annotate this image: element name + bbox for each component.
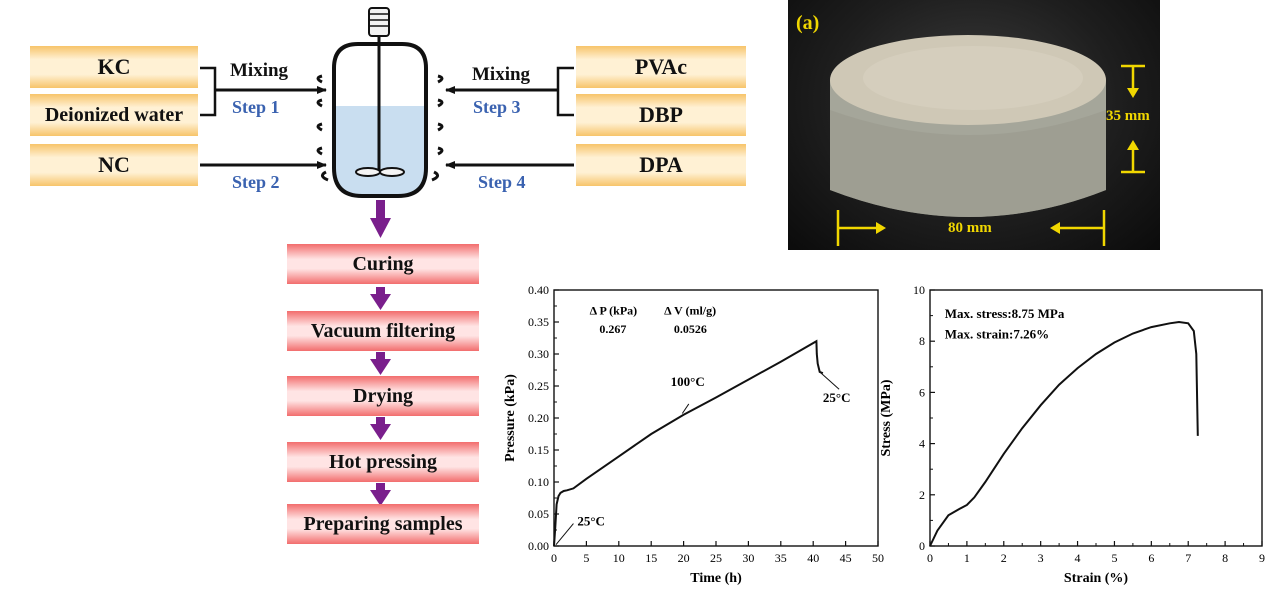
- input-pvac: PVAc: [576, 46, 746, 88]
- inset-header-dv: Δ V (ml/g): [664, 303, 716, 317]
- panel-label-a: (a): [796, 12, 820, 34]
- stage-preparing-samples-label: Preparing samples: [303, 512, 463, 535]
- mixing-label-left: Mixing: [230, 60, 289, 81]
- height-dimension-label: 35 mm: [1106, 108, 1150, 124]
- right-bracket: [556, 66, 574, 117]
- step2-label: Step 2: [232, 172, 280, 192]
- y-tick-label: 0.30: [528, 347, 549, 361]
- step3-label: Step 3: [473, 97, 521, 117]
- y-axis-label: Pressure (kPa): [503, 374, 518, 462]
- stage-vacuum-filtering: Vacuum filtering: [287, 311, 479, 351]
- x-tick-label: 8: [1222, 551, 1228, 565]
- pressure-chart: 0 5 10 15 20 25 30 35 40 45 50 0.00 0.05 0.10 0.15 0.20…: [503, 283, 884, 586]
- stress-chart: 0 1 2 3 4 5 6 7 8 9 0 2 4 6 8 10 Strain (%) Stress (MPa) M…: [880, 283, 1265, 586]
- stage-hot-pressing-label: Hot pressing: [329, 450, 437, 473]
- input-kc: KC: [30, 46, 198, 88]
- x-tick-label: 6: [1148, 551, 1154, 565]
- y-tick-label: 0.25: [528, 379, 549, 393]
- y-tick-label: 2: [919, 488, 925, 502]
- data-series-line: [553, 339, 824, 547]
- y-tick-label: 0.40: [528, 283, 549, 297]
- x-tick-label: 5: [1111, 551, 1117, 565]
- x-tick-label: 0: [927, 551, 933, 565]
- x-axis-label: Time (h): [690, 571, 742, 586]
- process-down-arrows: [370, 200, 391, 506]
- stage-hot-pressing: Hot pressing: [287, 442, 479, 482]
- input-dbp: DBP: [576, 94, 746, 136]
- x-tick-label: 45: [840, 551, 852, 565]
- annotation-pointer: [681, 403, 690, 414]
- y-tick-label: 0.10: [528, 475, 549, 489]
- reactor-vessel: [316, 7, 444, 198]
- y-tick-label: 4: [919, 437, 925, 451]
- input-pvac-label: PVAc: [634, 54, 688, 79]
- stirrer-blade-right: [379, 167, 405, 177]
- data-series-line: [929, 320, 1199, 547]
- mixing-label-right: Mixing: [472, 64, 531, 85]
- y-tick-label: 10: [913, 283, 925, 297]
- x-tick-label: 4: [1075, 551, 1081, 565]
- input-kc-label: KC: [97, 54, 131, 79]
- annotation-pointer: [555, 523, 574, 546]
- x-tick-label: 25: [710, 551, 722, 565]
- x-tick-label: 40: [807, 551, 819, 565]
- sample-photo-panel: (a) 35 mm 80 mm: [788, 0, 1160, 250]
- y-tick-label: 0: [919, 539, 925, 553]
- step4-label: Step 4: [478, 172, 526, 192]
- x-axis-label: Strain (%): [1064, 571, 1129, 586]
- x-tick-label: 10: [613, 551, 625, 565]
- x-tick-label: 30: [742, 551, 754, 565]
- input-dpa: DPA: [576, 144, 746, 186]
- x-tick-label: 2: [1001, 551, 1007, 565]
- y-tick-label: 0.15: [528, 443, 549, 457]
- x-tick-label: 3: [1038, 551, 1044, 565]
- y-axis-label: Stress (MPa): [880, 379, 894, 456]
- stage-curing: Curing: [287, 244, 479, 284]
- x-tick-label: 1: [964, 551, 970, 565]
- input-nc: NC: [30, 144, 198, 186]
- motor-icon: [368, 7, 390, 37]
- annotation-25c-start: 25°C: [577, 514, 605, 529]
- sample-cylinder-photo: [830, 35, 1145, 246]
- x-tick-label: 0: [551, 551, 557, 565]
- left-bracket: [200, 66, 217, 117]
- stage-curing-label: Curing: [352, 252, 414, 275]
- annotation-100c: 100°C: [671, 374, 705, 389]
- stage-vacuum-filtering-label: Vacuum filtering: [310, 319, 456, 342]
- input-nc-label: NC: [98, 152, 130, 177]
- y-tick-label: 0.00: [528, 539, 549, 553]
- input-dpa-label: DPA: [639, 152, 683, 177]
- input-dbp-label: DBP: [639, 102, 683, 127]
- annotation-max-strain: Max. strain:7.26%: [945, 327, 1049, 342]
- y-tick-label: 0.20: [528, 411, 549, 425]
- inset-header-dp: Δ P (kPa): [590, 303, 638, 317]
- stage-drying: Drying: [287, 376, 479, 416]
- x-tick-label: 5: [583, 551, 589, 565]
- stage-preparing-samples: Preparing samples: [287, 504, 479, 544]
- y-tick-label: 0.35: [528, 315, 549, 329]
- annotation-25c-end: 25°C: [823, 390, 851, 405]
- y-tick-label: 8: [919, 334, 925, 348]
- inset-value-dv: 0.0526: [674, 322, 707, 336]
- x-tick-label: 50: [872, 551, 884, 565]
- y-tick-label: 6: [919, 385, 925, 399]
- annotation-pointer: [819, 371, 840, 390]
- process-connectors: [200, 7, 574, 506]
- step1-label: Step 1: [232, 97, 280, 117]
- stirrer-blade-left: [355, 167, 381, 177]
- x-tick-label: 20: [678, 551, 690, 565]
- width-dimension-label: 80 mm: [948, 220, 992, 236]
- annotation-max-stress: Max. stress:8.75 MPa: [945, 306, 1065, 321]
- x-tick-label: 7: [1185, 551, 1191, 565]
- inset-value-dp: 0.267: [599, 322, 626, 336]
- x-tick-label: 15: [645, 551, 657, 565]
- x-tick-label: 35: [775, 551, 787, 565]
- input-deionized-water: Deionized water: [30, 94, 198, 136]
- x-tick-label: 9: [1259, 551, 1265, 565]
- input-deionized-water-label: Deionized water: [44, 103, 184, 126]
- y-tick-label: 0.05: [528, 507, 549, 521]
- stage-drying-label: Drying: [353, 384, 413, 407]
